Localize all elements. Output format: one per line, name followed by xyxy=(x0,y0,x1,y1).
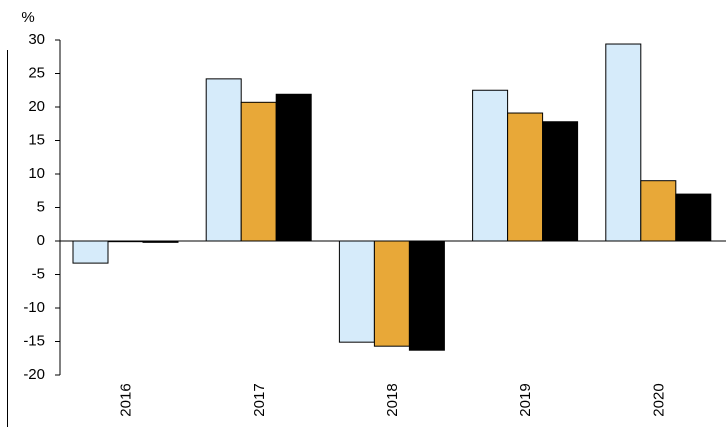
bar xyxy=(72,240,109,264)
y-tick-label: -15 xyxy=(23,332,45,349)
bar xyxy=(240,101,277,242)
y-tick-label: 20 xyxy=(28,98,45,115)
bar xyxy=(338,240,375,343)
y-tick-label: 30 xyxy=(28,31,45,48)
bar xyxy=(675,193,712,242)
bar xyxy=(605,43,642,242)
bar xyxy=(373,240,410,347)
x-tick-label: 2017 xyxy=(251,383,268,416)
y-tick-label: -5 xyxy=(32,265,45,282)
bar xyxy=(408,240,445,351)
y-tick-label: -20 xyxy=(23,366,45,383)
y-tick-label: 25 xyxy=(28,64,45,81)
bar xyxy=(275,93,312,242)
y-axis-label: % xyxy=(21,9,34,26)
bar xyxy=(205,78,242,242)
bar xyxy=(640,180,677,242)
y-tick-label: 15 xyxy=(28,131,45,148)
y-tick-label: 0 xyxy=(37,232,45,249)
x-tick-label: 2016 xyxy=(118,383,135,416)
x-tick-label: 2019 xyxy=(517,383,534,416)
y-tick-label: 10 xyxy=(28,165,45,182)
bar xyxy=(542,121,579,242)
y-tick-label: -10 xyxy=(23,299,45,316)
y-tick-label: 5 xyxy=(37,198,45,215)
bar xyxy=(472,89,509,242)
x-tick-label: 2020 xyxy=(650,383,667,416)
x-tick-label: 2018 xyxy=(384,383,401,416)
bar xyxy=(507,112,544,242)
